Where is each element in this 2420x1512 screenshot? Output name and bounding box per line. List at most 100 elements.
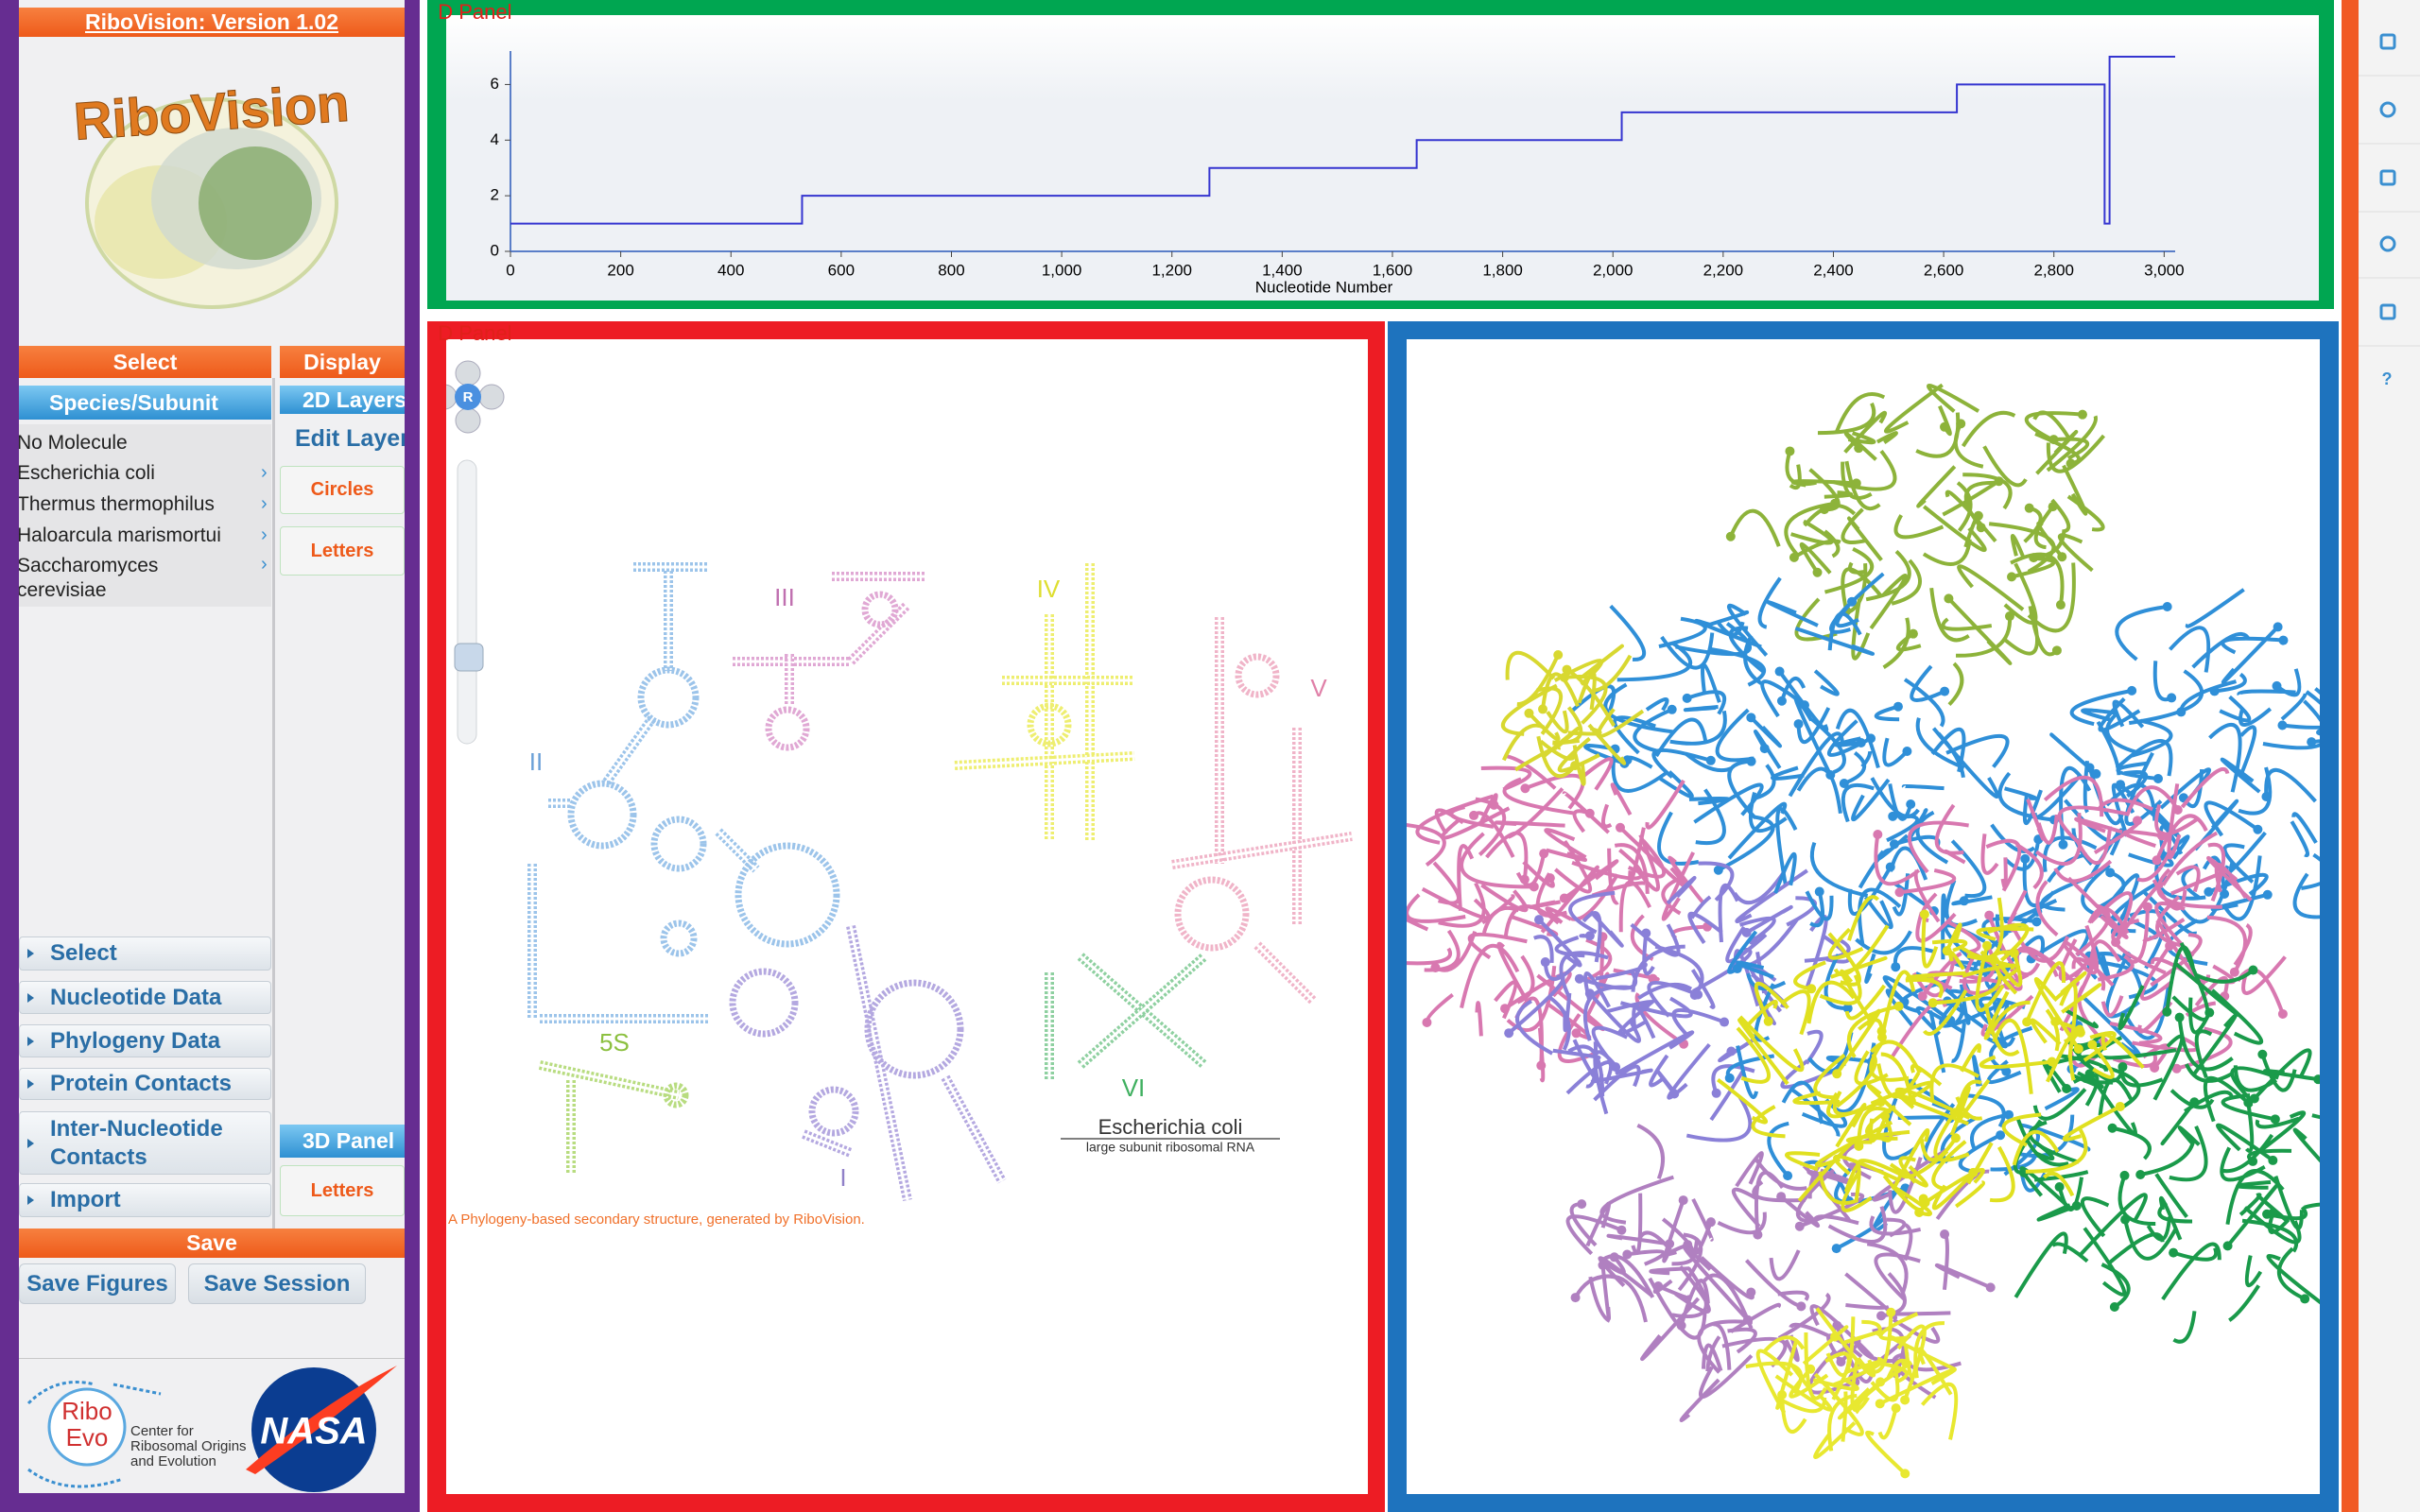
rna-strand: [2062, 1105, 2121, 1142]
nucleotide: [1667, 704, 1677, 714]
rna-strand: [2001, 1112, 2042, 1147]
rna-strand: [1948, 950, 1965, 971]
rna-strand: [2100, 1263, 2131, 1309]
rna-strand: [2156, 868, 2222, 909]
rna-strand: [2216, 1123, 2274, 1162]
rna-strand: [2049, 732, 2098, 776]
rna-strand: [1893, 1091, 1969, 1125]
rna-strand: [1806, 1169, 1852, 1186]
stem-core: [803, 1132, 852, 1155]
nav-arrow[interactable]: [455, 407, 481, 434]
nucleotide: [1906, 799, 1916, 810]
rna-strand: [1896, 1324, 1927, 1401]
zoom-handle[interactable]: [454, 643, 484, 672]
rna-strand: [1884, 383, 1944, 434]
rna-strand: [1775, 807, 1798, 885]
rna-strand: [1727, 801, 1788, 860]
rna-strand: [2025, 1128, 2088, 1174]
rna-strand: [1858, 848, 1892, 889]
nucleotide: [1611, 1062, 1621, 1073]
layer-button[interactable]: Letters: [280, 526, 405, 576]
rna-strand: [1843, 1330, 1881, 1345]
layer-button[interactable]: Circles: [280, 466, 405, 514]
edit-layers[interactable]: Edit Layers: [295, 425, 405, 452]
nav-reset[interactable]: [455, 384, 481, 410]
species-header[interactable]: Species/Subunit: [19, 386, 271, 420]
accordion[interactable]: Phylogeny Data: [19, 1024, 271, 1057]
nucleotide: [2257, 1049, 2268, 1059]
accordion[interactable]: Protein Contacts: [19, 1068, 271, 1100]
rna-strand: [1613, 715, 1656, 755]
species-item[interactable]: Thermus thermophilus: [19, 493, 215, 515]
loop: [735, 842, 840, 948]
rna-strand: [2290, 820, 2309, 858]
nav-arrow[interactable]: [478, 384, 505, 410]
chevron[interactable]: ›: [261, 462, 268, 483]
tool-icon[interactable]: [2379, 169, 2396, 186]
rna-strand: [1569, 684, 1616, 714]
layer-button[interactable]: Letters: [280, 1165, 405, 1216]
x-tick-label: 600: [828, 261, 855, 279]
rna-strand: [1882, 737, 1909, 767]
nav-label[interactable]: R: [463, 389, 474, 405]
rna-strand: [2261, 1110, 2307, 1151]
rna-strand: [2191, 631, 2251, 669]
rna-strand: [1715, 708, 1754, 763]
rna-strand: [1864, 953, 1876, 984]
rna-strand: [1541, 672, 1580, 710]
species-item[interactable]: Saccharomyces cerevisiae: [19, 555, 159, 601]
rna-strand: [1728, 508, 1781, 547]
layers-header[interactable]: 2D Layers: [280, 386, 405, 414]
rna-strand: [1475, 1001, 1483, 1037]
rna-strand: [2081, 863, 2118, 922]
nucleotide: [2062, 1083, 2072, 1093]
x-tick-label: 400: [717, 261, 744, 279]
rna-strand: [2019, 1166, 2068, 1208]
accordion[interactable]: Select: [19, 936, 271, 971]
chevron[interactable]: ›: [261, 554, 268, 575]
species-item[interactable]: Haloarcula marismortui: [19, 524, 221, 546]
rna-strand: [1679, 1378, 1720, 1422]
accordion[interactable]: Import: [19, 1183, 271, 1217]
tab[interactable]: Select: [19, 346, 271, 378]
caption: A Phylogeny-based secondary structure, g…: [448, 1211, 865, 1228]
species-item[interactable]: Escherichia coli: [19, 462, 155, 484]
nav-arrow[interactable]: [455, 360, 481, 387]
rna-strand: [1736, 1026, 1771, 1084]
save-button[interactable]: Save Figures: [19, 1263, 176, 1304]
rna-strand: [2116, 761, 2159, 781]
rna-strand: [2081, 708, 2118, 723]
tool-icon[interactable]: [2379, 101, 2396, 118]
rna-strand: [1533, 935, 1554, 964]
rna-strand: [1684, 751, 1733, 773]
rna-strand: [2051, 1242, 2089, 1263]
chevron[interactable]: ›: [261, 524, 268, 545]
accordion[interactable]: Inter-Nucleotide Contacts: [19, 1111, 271, 1175]
rna-strand: [1600, 803, 1613, 829]
rna-strand: [1824, 529, 1841, 558]
nucleotide: [1799, 700, 1809, 711]
chevron[interactable]: ›: [261, 493, 268, 514]
rna-strand: [2230, 1066, 2279, 1102]
rna-strand: [1515, 999, 1554, 1056]
nucleotide: [2132, 816, 2142, 826]
accordion[interactable]: Nucleotide Data: [19, 981, 271, 1014]
rna-strand: [1704, 610, 1750, 628]
tool-icon[interactable]: [2379, 303, 2396, 320]
rna-strand: [2139, 944, 2174, 1001]
tab[interactable]: Display: [280, 346, 405, 378]
save-button[interactable]: Save Session: [188, 1263, 366, 1304]
rna-strand: [2026, 799, 2046, 841]
nucleotide: [1422, 1017, 1432, 1027]
zoom-slider[interactable]: [457, 459, 477, 745]
rna-strand: [1780, 1394, 1807, 1434]
tool-icon[interactable]: [2379, 33, 2396, 50]
rna-strand: [1827, 1206, 1888, 1244]
species-item[interactable]: No Molecule: [19, 432, 128, 454]
help-icon[interactable]: ?: [2382, 369, 2393, 388]
rna-strand: [2032, 1088, 2087, 1121]
panel3d-header[interactable]: 3D Panel: [280, 1125, 405, 1158]
loop: [1027, 702, 1072, 747]
rna-strand: [1593, 1064, 1641, 1102]
tool-icon[interactable]: [2379, 235, 2396, 252]
